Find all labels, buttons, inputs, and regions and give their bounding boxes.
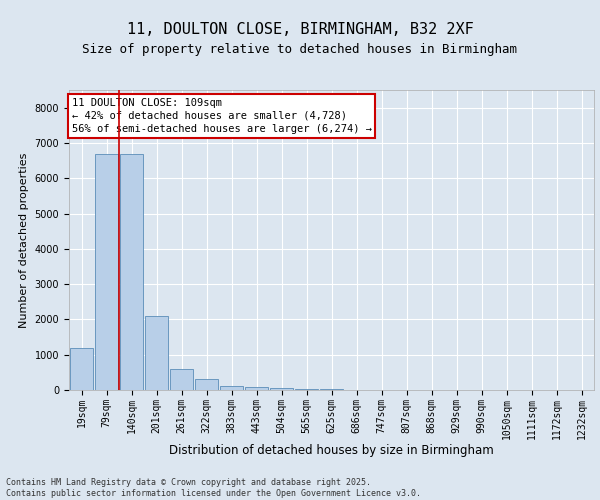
Bar	[195, 380, 218, 390]
Text: Size of property relative to detached houses in Birmingham: Size of property relative to detached ho…	[83, 42, 517, 56]
Bar	[145, 316, 168, 390]
Bar	[270, 388, 293, 390]
Text: Contains HM Land Registry data © Crown copyright and database right 2025.
Contai: Contains HM Land Registry data © Crown c…	[6, 478, 421, 498]
Bar	[170, 369, 193, 390]
X-axis label: Distribution of detached houses by size in Birmingham: Distribution of detached houses by size …	[169, 444, 494, 458]
Text: 11 DOULTON CLOSE: 109sqm
← 42% of detached houses are smaller (4,728)
56% of sem: 11 DOULTON CLOSE: 109sqm ← 42% of detach…	[71, 98, 371, 134]
Bar	[120, 154, 143, 390]
Bar	[95, 154, 118, 390]
Bar	[70, 348, 93, 390]
Y-axis label: Number of detached properties: Number of detached properties	[19, 152, 29, 328]
Text: 11, DOULTON CLOSE, BIRMINGHAM, B32 2XF: 11, DOULTON CLOSE, BIRMINGHAM, B32 2XF	[127, 22, 473, 38]
Bar	[245, 388, 268, 390]
Bar	[220, 386, 243, 390]
Bar	[295, 389, 318, 390]
